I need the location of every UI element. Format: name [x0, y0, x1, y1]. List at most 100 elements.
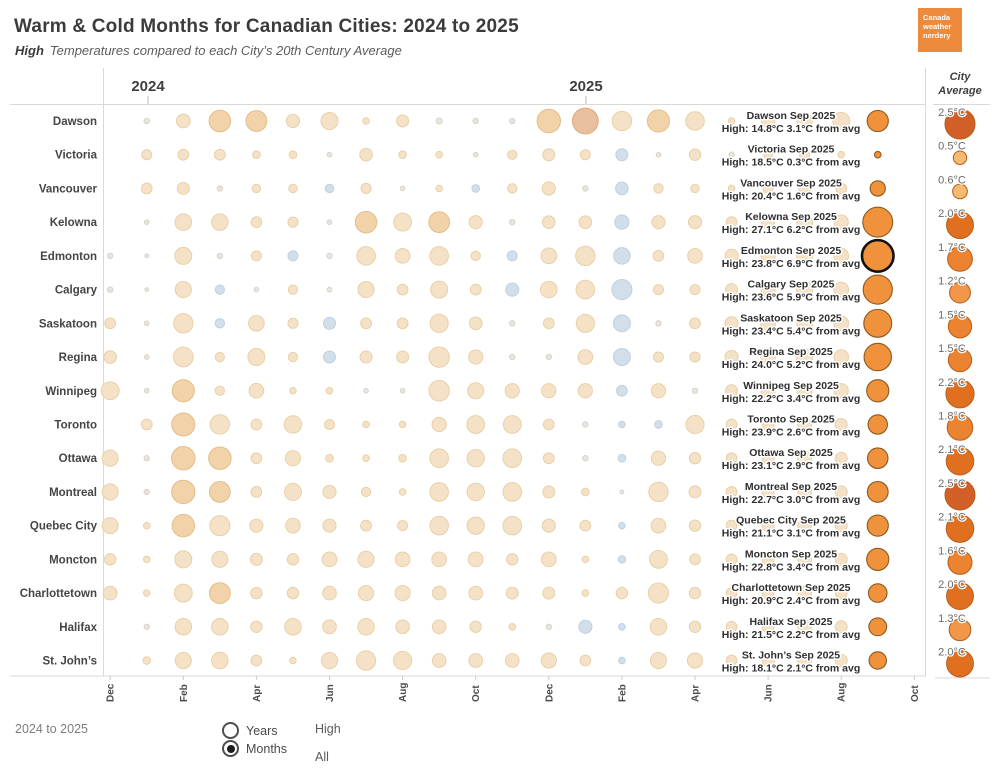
matrix-circle[interactable] [648, 481, 669, 503]
matrix-circle[interactable] [506, 553, 519, 566]
matrix-circle[interactable] [321, 551, 338, 568]
matrix-circle[interactable] [214, 385, 225, 396]
matrix-circle[interactable] [797, 552, 812, 567]
matrix-circle[interactable] [833, 248, 850, 264]
matrix-circle[interactable] [689, 553, 701, 566]
matrix-circle[interactable] [650, 383, 667, 399]
matrix-circle[interactable] [655, 151, 662, 158]
matrix-circle[interactable] [428, 346, 450, 368]
matrix-circle[interactable] [506, 250, 518, 262]
sep-2025-circle[interactable] [863, 342, 892, 372]
matrix-circle[interactable] [107, 252, 114, 260]
matrix-circle[interactable] [396, 317, 409, 330]
matrix-circle[interactable] [502, 415, 522, 434]
matrix-circle[interactable] [252, 150, 261, 160]
matrix-circle[interactable] [509, 117, 516, 125]
matrix-circle[interactable] [833, 315, 850, 332]
matrix-circle[interactable] [611, 110, 633, 132]
matrix-circle[interactable] [174, 651, 192, 670]
matrix-circle[interactable] [357, 584, 375, 602]
matrix-circle[interactable] [797, 450, 812, 466]
avg-circle[interactable] [944, 479, 976, 511]
matrix-circle[interactable] [571, 107, 599, 135]
matrix-circle[interactable] [360, 486, 372, 498]
matrix-circle[interactable] [357, 281, 375, 299]
matrix-circle[interactable] [289, 386, 297, 395]
matrix-circle[interactable] [618, 521, 626, 530]
sep-2025-circle[interactable] [862, 206, 894, 238]
matrix-circle[interactable] [652, 351, 664, 363]
matrix-circle[interactable] [760, 248, 776, 264]
matrix-circle[interactable] [286, 553, 300, 566]
matrix-circle[interactable] [619, 489, 625, 495]
matrix-circle[interactable] [575, 245, 596, 267]
matrix-circle[interactable] [214, 318, 225, 329]
matrix-circle[interactable] [761, 519, 775, 533]
matrix-circle[interactable] [688, 519, 702, 532]
matrix-circle[interactable] [143, 219, 150, 225]
matrix-circle[interactable] [834, 485, 848, 499]
matrix-circle[interactable] [471, 184, 480, 193]
matrix-circle[interactable] [654, 420, 663, 429]
radio-months-icon[interactable] [222, 740, 239, 757]
matrix-circle[interactable] [174, 213, 193, 231]
matrix-circle[interactable] [360, 519, 372, 532]
matrix-circle[interactable] [761, 620, 775, 634]
matrix-circle[interactable] [655, 320, 662, 327]
matrix-circle[interactable] [142, 589, 151, 597]
matrix-circle[interactable] [542, 215, 556, 229]
matrix-circle[interactable] [326, 219, 333, 225]
matrix-circle[interactable] [175, 113, 191, 129]
matrix-circle[interactable] [541, 518, 556, 533]
matrix-circle[interactable] [429, 313, 449, 333]
matrix-circle[interactable] [359, 147, 373, 162]
sep-2025-circle[interactable] [866, 447, 889, 469]
matrix-circle[interactable] [542, 148, 556, 162]
matrix-circle[interactable] [796, 382, 813, 399]
avg-circle[interactable] [944, 108, 976, 140]
matrix-circle[interactable] [325, 453, 334, 463]
matrix-circle[interactable] [834, 451, 848, 465]
matrix-circle[interactable] [797, 653, 812, 668]
matrix-circle[interactable] [326, 151, 333, 158]
matrix-circle[interactable] [466, 516, 485, 535]
matrix-circle[interactable] [172, 346, 194, 368]
matrix-circle[interactable] [250, 654, 263, 667]
avg-circle[interactable] [946, 582, 974, 611]
matrix-circle[interactable] [540, 247, 558, 265]
matrix-circle[interactable] [727, 117, 736, 125]
matrix-circle[interactable] [725, 620, 738, 633]
matrix-circle[interactable] [542, 452, 555, 465]
matrix-circle[interactable] [211, 618, 229, 636]
matrix-circle[interactable] [289, 656, 297, 665]
matrix-circle[interactable] [140, 418, 153, 431]
matrix-circle[interactable] [285, 517, 301, 534]
matrix-circle[interactable] [688, 620, 702, 633]
matrix-circle[interactable] [360, 182, 372, 194]
matrix-circle[interactable] [393, 212, 412, 232]
matrix-circle[interactable] [613, 247, 631, 265]
matrix-circle[interactable] [173, 313, 194, 334]
matrix-circle[interactable] [171, 379, 195, 403]
matrix-circle[interactable] [103, 350, 117, 364]
matrix-circle[interactable] [542, 317, 555, 330]
matrix-circle[interactable] [652, 250, 665, 262]
radio-option-years[interactable]: Years [222, 722, 278, 739]
matrix-circle[interactable] [615, 148, 629, 162]
matrix-circle[interactable] [326, 252, 333, 260]
matrix-circle[interactable] [214, 284, 225, 295]
matrix-circle[interactable] [174, 281, 192, 299]
matrix-circle[interactable] [577, 349, 594, 365]
matrix-circle[interactable] [612, 314, 631, 333]
matrix-circle[interactable] [250, 620, 263, 633]
matrix-circle[interactable] [209, 414, 231, 435]
sep-2025-circle[interactable] [860, 238, 895, 273]
avg-circle[interactable] [947, 347, 973, 373]
matrix-circle[interactable] [833, 349, 850, 365]
matrix-circle[interactable] [250, 418, 263, 431]
matrix-circle[interactable] [248, 382, 265, 399]
sep-2025-circle[interactable] [866, 514, 889, 537]
matrix-circle[interactable] [509, 320, 516, 327]
matrix-circle[interactable] [431, 585, 447, 601]
matrix-circle[interactable] [725, 216, 738, 229]
